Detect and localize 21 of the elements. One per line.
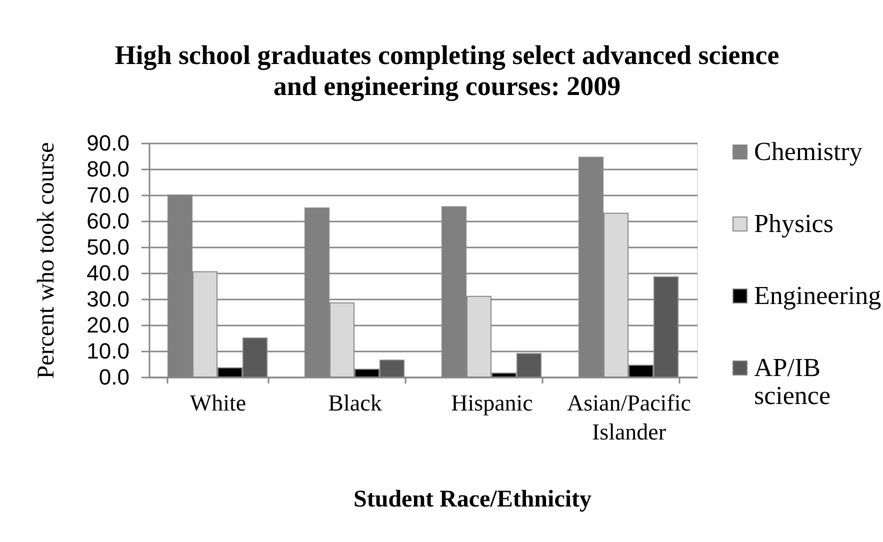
y-tick-label: 90.0 [86, 130, 130, 156]
legend-label: Physics [754, 209, 834, 238]
y-tick-label: 40.0 [86, 260, 130, 286]
legend-label: Chemistry [754, 137, 862, 166]
y-tick-label: 60.0 [86, 208, 130, 234]
y-tick-label: 10.0 [86, 338, 130, 364]
x-tick-label: Asian/Pacific Islander [567, 390, 691, 444]
x-tick-label: Hispanic [451, 390, 533, 416]
x-axis-title: Student Race/Ethnicity [353, 486, 592, 512]
y-tick-label: 20.0 [86, 312, 130, 338]
y-tick-label: 30.0 [86, 286, 130, 312]
x-tick-label: White [190, 390, 246, 416]
y-tick-label: 80.0 [86, 156, 130, 182]
y-tick-label: 70.0 [86, 182, 130, 208]
y-tick-label: 50.0 [86, 234, 130, 260]
legend-label: AP/IB science [754, 353, 831, 410]
chart-title: High school graduates completing select advanced science and engineering courses: 2009 [114, 40, 780, 101]
x-tick-label: Black [328, 390, 382, 416]
legend-label: Engineering [754, 281, 882, 310]
y-axis-title: Percent who took course [34, 142, 60, 379]
y-tick-label: 0.0 [98, 364, 130, 390]
